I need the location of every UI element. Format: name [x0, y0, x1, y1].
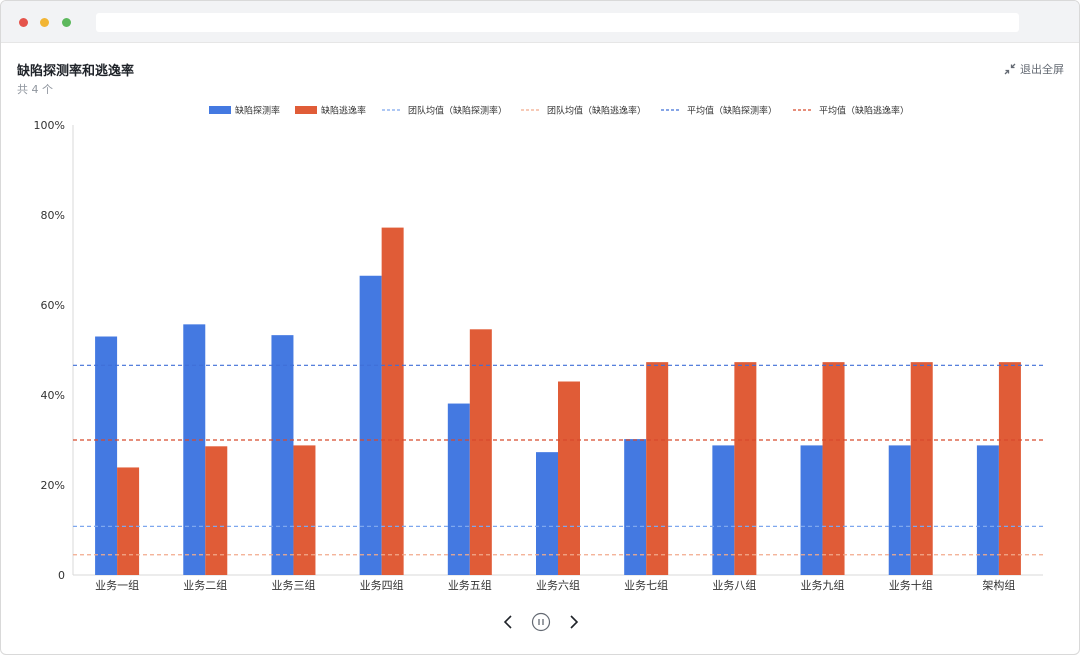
legend-swatch	[295, 106, 317, 114]
minimize-window-button[interactable]	[40, 18, 49, 27]
escape-rate-bar	[469, 329, 492, 575]
title-bar	[1, 1, 1079, 43]
detect-rate-bar	[888, 445, 911, 575]
legend-label: 平均值（缺陷逃逸率）	[819, 105, 909, 117]
y-tick-label: 80%	[41, 209, 65, 222]
pause-icon	[531, 612, 551, 636]
escape-rate-bar	[734, 362, 757, 575]
y-tick-label: 20%	[41, 479, 65, 492]
chevron-left-icon	[502, 614, 514, 634]
address-bar[interactable]	[96, 13, 1019, 32]
maximize-window-button[interactable]	[62, 18, 71, 27]
legend-label: 缺陷探测率	[235, 105, 280, 117]
escape-rate-bar	[205, 446, 228, 575]
prev-chart-button[interactable]	[497, 613, 519, 635]
escape-rate-bar	[558, 381, 580, 575]
y-tick-label: 0	[58, 569, 65, 582]
x-tick-label: 业务七组	[624, 578, 668, 592]
exit-fullscreen-button[interactable]: 退出全屏	[1004, 61, 1064, 77]
collapse-icon	[1004, 63, 1016, 75]
x-tick-label: 业务一组	[95, 578, 139, 592]
chevron-right-icon	[568, 614, 580, 634]
detect-rate-bar	[447, 403, 470, 575]
x-tick-label: 业务四组	[360, 578, 404, 592]
x-tick-label: 业务十组	[889, 578, 933, 592]
exit-fullscreen-label: 退出全屏	[1020, 63, 1064, 76]
x-tick-label: 架构组	[982, 578, 1015, 592]
chart-title: 缺陷探测率和逃逸率	[17, 64, 135, 79]
detect-rate-bar	[800, 445, 823, 575]
x-tick-label: 业务八组	[712, 578, 756, 592]
detect-rate-bar	[95, 336, 118, 575]
escape-rate-bar	[646, 362, 669, 575]
detect-rate-bar	[712, 445, 735, 575]
y-tick-label: 100%	[34, 119, 65, 132]
bar-chart: 0 20% 40% 60% 80% 100% 业务一组 业务二组 业务三组 业务四组 业务五组 业务六…	[34, 105, 1043, 592]
x-tick-label: 业务五组	[448, 578, 492, 592]
escape-rate-bar	[822, 362, 845, 575]
x-tick-label: 业务九组	[801, 578, 845, 592]
legend-label: 团队均值（缺陷探测率）	[408, 105, 507, 117]
detect-rate-bar	[271, 335, 294, 575]
escape-rate-bar	[293, 445, 316, 575]
detect-rate-bar	[359, 275, 382, 575]
x-tick-label: 业务二组	[183, 578, 227, 592]
y-tick-label: 60%	[41, 299, 65, 312]
escape-rate-bar	[381, 227, 404, 575]
legend-label: 平均值（缺陷探测率）	[687, 105, 777, 117]
x-tick-label: 业务三组	[271, 578, 315, 592]
legend-swatch	[209, 106, 231, 114]
legend-label: 团队均值（缺陷逃逸率）	[547, 105, 646, 117]
detect-rate-bar	[183, 324, 206, 575]
detect-rate-bar	[624, 439, 647, 575]
legend-label: 缺陷逃逸率	[321, 105, 366, 117]
escape-rate-bar	[910, 362, 933, 575]
detect-rate-bar	[976, 445, 999, 575]
next-chart-button[interactable]	[563, 613, 585, 635]
escape-rate-bar	[117, 467, 140, 575]
x-tick-label: 业务六组	[536, 578, 580, 592]
close-window-button[interactable]	[19, 18, 28, 27]
escape-rate-bar	[998, 362, 1021, 575]
chart-count: 共 4 个	[17, 83, 53, 96]
y-tick-label: 40%	[41, 389, 65, 402]
pause-button[interactable]	[530, 612, 552, 636]
detect-rate-bar	[536, 452, 558, 575]
